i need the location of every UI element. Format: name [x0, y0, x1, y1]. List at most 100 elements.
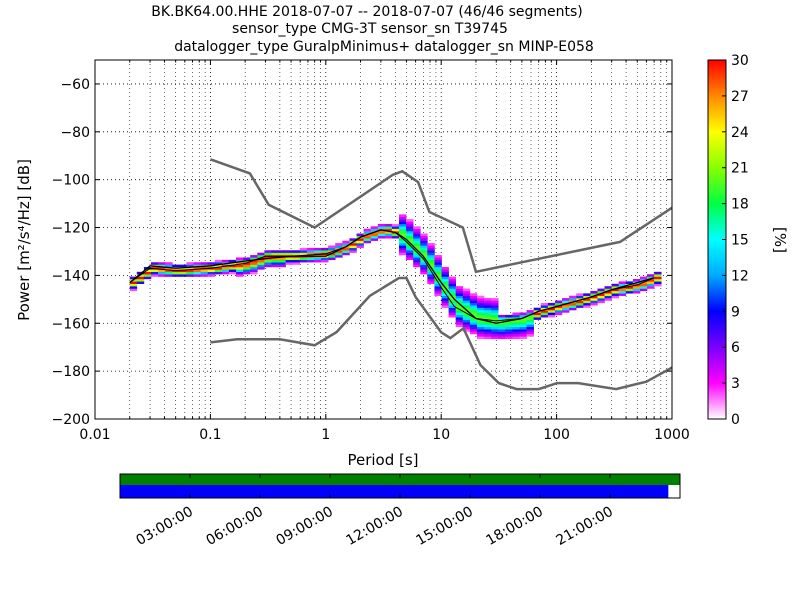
histogram-cell: [476, 295, 485, 299]
histogram-cell: [406, 243, 414, 246]
histogram-cell: [236, 269, 244, 273]
histogram-cell: [476, 298, 485, 301]
histogram-cell: [625, 290, 634, 294]
histogram-cell: [399, 219, 407, 222]
y-tick-label: −160: [52, 316, 90, 332]
histogram-cell: [384, 233, 393, 237]
histogram-cell: [158, 267, 166, 270]
histogram-cell: [441, 271, 449, 275]
histogram-cell: [356, 243, 364, 246]
histogram-cell: [526, 319, 534, 323]
histogram-cell: [377, 231, 386, 234]
histogram-cell: [484, 331, 492, 335]
histogram-cell: [441, 302, 449, 306]
histogram-cell: [399, 240, 407, 244]
histogram-cell: [647, 281, 655, 284]
y-tick-label: −60: [60, 77, 90, 93]
histogram-cell: [476, 312, 485, 316]
histogram-cell: [399, 226, 407, 229]
histogram-cell: [462, 305, 471, 308]
histogram-cell: [370, 226, 379, 229]
histogram-cell: [221, 269, 230, 273]
histogram-cell: [434, 293, 442, 296]
histogram-cell: [576, 293, 584, 296]
histogram-cell: [399, 221, 407, 225]
histogram-cell: [427, 252, 435, 256]
histogram-cell: [639, 283, 648, 287]
histogram-cell: [186, 271, 194, 275]
histogram-cell: [172, 274, 180, 277]
histogram-cell: [469, 307, 478, 311]
histogram-cell: [519, 319, 527, 323]
histogram-cell: [328, 255, 336, 258]
histogram-cell: [399, 223, 407, 227]
histogram-cell: [434, 288, 442, 292]
histogram-cell: [186, 274, 194, 277]
histogram-cell: [590, 300, 598, 304]
histogram-cell: [243, 264, 251, 268]
histogram-cell: [243, 267, 251, 270]
histogram-cell: [476, 314, 485, 318]
histogram-cell: [462, 319, 471, 323]
histogram-cell: [129, 281, 138, 284]
histogram-cell: [207, 269, 216, 273]
histogram-cell: [491, 310, 499, 313]
histogram-cell: [469, 312, 478, 316]
histogram-cell: [484, 322, 492, 325]
histogram-cell: [349, 243, 357, 246]
histogram-cell: [349, 247, 357, 251]
histogram-cell: [193, 264, 201, 268]
histogram-cell: [618, 283, 627, 287]
histogram-cell: [391, 228, 400, 232]
y-axis-ticks: −60 −80 −100 −120 −140 −160 −180 −200: [52, 77, 672, 428]
histogram-cell: [399, 238, 407, 241]
histogram-cell: [434, 262, 442, 265]
histogram-cell: [618, 290, 627, 294]
histogram-cell: [306, 259, 315, 263]
histogram-cell: [129, 288, 138, 292]
histogram-cell: [476, 336, 485, 340]
colorbar: 0 3 6 9 12 15 18 21 24 27 30 [%]: [707, 53, 789, 428]
histogram-cell: [441, 293, 449, 296]
histogram-cell: [136, 281, 145, 284]
histogram-cell: [321, 257, 329, 261]
histogram-cell: [363, 238, 371, 241]
mode-line: [129, 229, 655, 322]
histogram-cell: [569, 305, 577, 308]
histogram-cell: [207, 262, 216, 265]
histogram-cell: [455, 305, 464, 308]
histogram-cell: [455, 290, 464, 294]
histogram-cell: [129, 286, 138, 289]
histogram-cell: [462, 329, 471, 332]
histogram-cell: [618, 288, 627, 292]
histogram-cell: [243, 257, 251, 261]
histogram-cell: [505, 331, 513, 335]
histogram-cell: [427, 264, 435, 268]
histogram-cell: [484, 326, 492, 330]
colorbar-tick-label: 3: [731, 376, 740, 392]
histogram-cell: [158, 271, 166, 275]
histogram-cell: [462, 293, 471, 296]
histogram-cell: [271, 250, 279, 253]
histogram-cell: [292, 259, 301, 263]
noise-models: [209, 158, 672, 391]
histogram-cell: [441, 298, 449, 301]
histogram-cell: [491, 336, 499, 340]
histogram-cell: [271, 259, 279, 263]
histogram-cell: [498, 324, 506, 328]
histogram-cell: [512, 322, 520, 325]
histogram-cell: [455, 322, 464, 325]
histogram-cell: [377, 223, 386, 227]
histogram-cell: [512, 314, 520, 318]
histogram-cell: [462, 288, 471, 292]
histogram-cell: [399, 250, 407, 253]
histogram-cell: [158, 264, 166, 268]
y-tick-label: −140: [52, 268, 90, 284]
histogram-cell: [356, 233, 364, 237]
histogram-cell: [214, 264, 223, 268]
histogram-cell: [427, 278, 435, 282]
histogram-cell: [228, 271, 237, 275]
histogram-cell: [228, 267, 237, 270]
histogram-cell: [427, 271, 435, 275]
histogram-cell: [533, 317, 542, 320]
